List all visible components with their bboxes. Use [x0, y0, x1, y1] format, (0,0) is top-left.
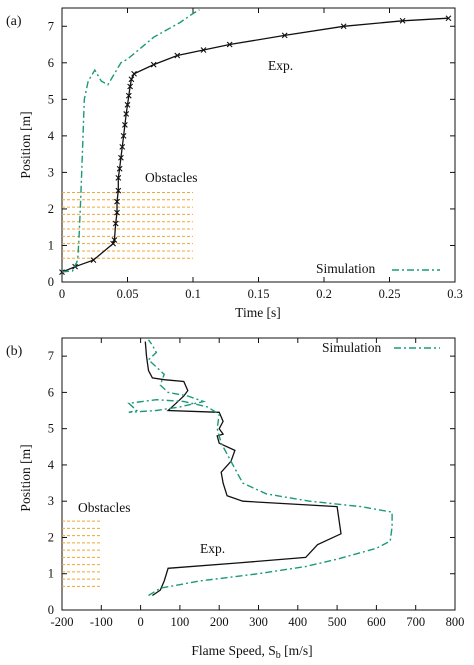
panel-a-exp-marker [150, 61, 157, 68]
panel-b-xtick-label: 700 [406, 615, 425, 629]
panel-a-ylabel: Position [m] [18, 111, 33, 178]
panel-b-xtick-label: 300 [249, 615, 268, 629]
panel-a-exp-marker [399, 17, 406, 24]
panel-a-exp-marker [281, 32, 288, 39]
panel-a-exp-annotation: Exp. [268, 58, 293, 73]
panel-b-ytick-label: 0 [48, 603, 54, 617]
panel-b-series-simulation [127, 339, 393, 597]
panel-b-xtick-label: 600 [367, 615, 386, 629]
panel-a-exp-marker [119, 143, 126, 150]
panel-b-ytick-label: 1 [48, 567, 54, 581]
panel-a-exp-marker [125, 92, 132, 99]
panel-a-exp-marker [59, 269, 65, 276]
panel-b-xlabel: Flame Speed, Sb [m/s] [191, 643, 312, 661]
panel-b-obstacles-annotation: Obstacles [78, 500, 130, 515]
panel-a-xtick-label: 0.2 [316, 287, 332, 301]
panel-a-exp-marker [114, 198, 120, 205]
panel-a-exp-marker [112, 220, 119, 227]
panel-a-label: (a) [6, 14, 22, 29]
panel-b-ytick-label: 2 [48, 530, 54, 544]
panel-a-exp-marker [131, 70, 137, 77]
panel-b-ytick-label: 5 [48, 422, 54, 436]
panel-a-xtick-label: 0.3 [447, 287, 463, 301]
panel-b-xtick-label: -100 [90, 615, 113, 629]
panel-b-ylabel: Position [m] [18, 444, 33, 511]
panel-a-exp-marker [121, 122, 128, 128]
panel-a-ytick-label: 1 [48, 238, 54, 252]
chart-panel-a: (a) Position [m] Time [s] Exp. Obstacles… [6, 7, 463, 320]
panel-a-exp-marker [123, 111, 130, 117]
panel-a-exp-marker [110, 240, 116, 247]
panel-b-xtick-label: 100 [171, 615, 190, 629]
panel-a-ytick-label: 0 [48, 275, 54, 289]
panel-a-legend-label: Simulation [316, 261, 376, 276]
panel-a-exp-marker [124, 101, 131, 108]
panel-a-exp-marker [445, 15, 452, 22]
panel-a-series-simulation [61, 9, 200, 273]
panel-b-xtick-label: 500 [328, 615, 347, 629]
panel-a-obstacles-annotation: Obstacles [145, 170, 197, 185]
panel-b-xtick-label: 800 [446, 615, 465, 629]
panel-b-ytick-label: 4 [48, 458, 55, 472]
panel-b-xtick-label: 200 [210, 615, 229, 629]
panel-b-exp-annotation: Exp. [200, 541, 225, 556]
panel-b-ytick-label: 7 [48, 349, 54, 363]
panel-a-exp-marker [116, 165, 123, 172]
panel-a-exp-marker [115, 174, 122, 181]
panel-a-exp-marker [200, 47, 207, 53]
panel-b-xlabel-subscript: b [276, 650, 281, 661]
panel-a-ytick-label: 3 [48, 165, 54, 179]
panel-a-exp-marker [115, 187, 122, 194]
chart-panel-b: (b) Position [m] Flame Speed, Sb [m/s] E… [6, 337, 465, 661]
panel-a-exp-marker [111, 237, 118, 243]
panel-a-exp-marker [128, 76, 135, 83]
panel-b-xtick-label: -200 [51, 615, 74, 629]
panel-a-ytick-label: 6 [48, 56, 54, 70]
panel-a-xtick-label: 0.1 [185, 287, 201, 301]
panel-a-ytick-label: 7 [48, 19, 54, 33]
panel-b-ytick-label: 3 [48, 494, 54, 508]
panel-b-series-exp [144, 341, 342, 597]
panel-a-xtick-label: 0 [59, 287, 65, 301]
panel-a-xtick-label: 0.25 [379, 287, 401, 301]
panel-a-xlabel: Time [s] [235, 305, 281, 320]
panel-b-legend-label: Simulation [322, 340, 382, 355]
panel-a-ytick-label: 2 [48, 202, 54, 216]
panel-b-label: (b) [6, 344, 23, 359]
panel-b-xlabel-unit: [m/s] [281, 643, 313, 658]
panel-b-xtick-label: 0 [137, 615, 143, 629]
panel-a-xtick-label: 0.05 [117, 287, 139, 301]
panel-a-ytick-label: 5 [48, 92, 54, 106]
panel-a-exp-marker [114, 209, 120, 216]
panel-a-exp-marker [174, 52, 181, 59]
panel-a-xtick-label: 0.15 [248, 287, 270, 301]
panel-a-ytick-label: 4 [48, 129, 55, 143]
panel-a-exp-marker [226, 41, 233, 48]
panel-a-exp-marker [118, 154, 124, 161]
panel-b-xtick-label: 400 [288, 615, 307, 629]
panel-b-plot-frame [61, 337, 456, 611]
panel-a-exp-marker [90, 257, 97, 263]
panel-a-exp-marker [120, 132, 127, 139]
panel-b-xlabel-main: Flame Speed, S [191, 643, 275, 658]
panel-a-exp-marker [340, 23, 347, 30]
panel-a-exp-marker [127, 83, 134, 90]
panel-b-ytick-label: 6 [48, 385, 54, 399]
